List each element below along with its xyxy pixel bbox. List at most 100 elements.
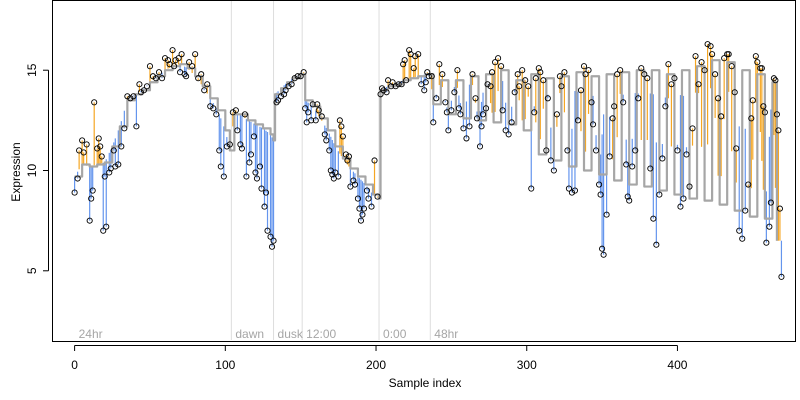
data-point bbox=[466, 123, 473, 130]
data-point bbox=[326, 147, 333, 154]
data-point bbox=[525, 83, 532, 90]
phase-label: 24hr bbox=[79, 327, 103, 341]
data-point bbox=[498, 63, 505, 70]
data-point bbox=[695, 81, 702, 88]
data-point bbox=[535, 65, 542, 72]
data-point bbox=[589, 121, 597, 128]
data-point bbox=[238, 145, 245, 152]
data-point bbox=[718, 113, 725, 120]
data-point bbox=[74, 175, 81, 182]
data-point bbox=[183, 73, 190, 80]
data-point bbox=[247, 151, 254, 158]
data-point bbox=[760, 103, 767, 110]
data-point bbox=[371, 157, 378, 164]
data-point bbox=[110, 147, 117, 154]
y-axis-title: Expression bbox=[9, 142, 23, 201]
data-point bbox=[318, 113, 325, 120]
data-point bbox=[133, 123, 140, 130]
data-point bbox=[210, 105, 217, 112]
data-point bbox=[172, 57, 179, 64]
data-point bbox=[103, 223, 110, 230]
data-point bbox=[124, 93, 131, 100]
data-point bbox=[763, 239, 770, 246]
data-point bbox=[192, 51, 199, 58]
data-point bbox=[305, 109, 312, 116]
data-point bbox=[232, 107, 239, 114]
data-point bbox=[671, 75, 678, 82]
x-tick-label: 0 bbox=[71, 358, 78, 372]
data-point bbox=[314, 101, 321, 108]
data-point bbox=[164, 57, 172, 64]
data-point bbox=[508, 119, 515, 126]
data-point bbox=[146, 63, 154, 70]
data-point bbox=[430, 119, 437, 126]
data-point bbox=[704, 41, 711, 48]
data-point bbox=[425, 73, 432, 80]
x-axis-title: Sample index bbox=[389, 376, 462, 390]
data-point bbox=[647, 165, 654, 172]
data-point bbox=[701, 67, 708, 74]
data-point bbox=[761, 109, 768, 116]
data-point bbox=[140, 87, 147, 94]
data-point bbox=[455, 105, 462, 112]
data-point bbox=[357, 217, 365, 224]
data-point bbox=[278, 93, 285, 100]
data-point bbox=[597, 191, 604, 198]
data-point bbox=[739, 235, 746, 242]
data-point bbox=[593, 147, 600, 154]
data-point bbox=[683, 151, 690, 158]
data-point bbox=[767, 199, 774, 206]
data-point bbox=[241, 111, 248, 118]
data-point bbox=[748, 115, 755, 122]
data-point bbox=[195, 75, 202, 82]
data-point bbox=[463, 135, 470, 142]
data-point bbox=[537, 69, 544, 76]
data-point bbox=[380, 87, 387, 94]
data-point bbox=[460, 125, 467, 132]
data-point bbox=[136, 81, 143, 88]
data-point bbox=[603, 211, 610, 218]
data-point bbox=[270, 237, 277, 244]
data-point bbox=[207, 103, 214, 110]
data-point bbox=[398, 81, 405, 88]
data-point bbox=[514, 71, 521, 78]
data-point bbox=[650, 215, 657, 222]
data-point bbox=[302, 105, 309, 112]
data-point bbox=[368, 203, 375, 210]
data-point bbox=[544, 95, 551, 102]
data-point bbox=[421, 87, 428, 94]
phase-label: 0:00 bbox=[383, 327, 407, 341]
data-point bbox=[479, 111, 487, 118]
data-point bbox=[725, 51, 732, 58]
data-point bbox=[614, 71, 621, 78]
data-point bbox=[383, 89, 390, 96]
y-tick-label: 5 bbox=[25, 267, 39, 274]
data-point bbox=[308, 117, 315, 124]
data-point bbox=[312, 117, 319, 124]
data-point bbox=[415, 51, 422, 58]
data-point bbox=[258, 185, 265, 192]
data-point bbox=[112, 163, 119, 170]
data-point bbox=[410, 65, 417, 72]
phase-label: dusk bbox=[278, 327, 304, 341]
data-point bbox=[412, 53, 419, 60]
data-point bbox=[356, 205, 363, 212]
data-point bbox=[772, 77, 779, 84]
data-point bbox=[130, 93, 137, 100]
data-point bbox=[335, 173, 342, 180]
data-point bbox=[568, 189, 575, 196]
data-point bbox=[469, 71, 476, 78]
data-point bbox=[98, 153, 105, 160]
data-point bbox=[473, 115, 481, 122]
data-point bbox=[532, 75, 539, 82]
data-point bbox=[275, 97, 282, 104]
data-point bbox=[294, 73, 301, 80]
data-point bbox=[237, 141, 244, 148]
data-point bbox=[585, 67, 592, 74]
data-point bbox=[285, 83, 292, 90]
data-point bbox=[161, 55, 169, 62]
data-point bbox=[143, 83, 150, 90]
data-point bbox=[680, 195, 687, 202]
data-point bbox=[344, 157, 351, 164]
data-point bbox=[83, 141, 90, 148]
